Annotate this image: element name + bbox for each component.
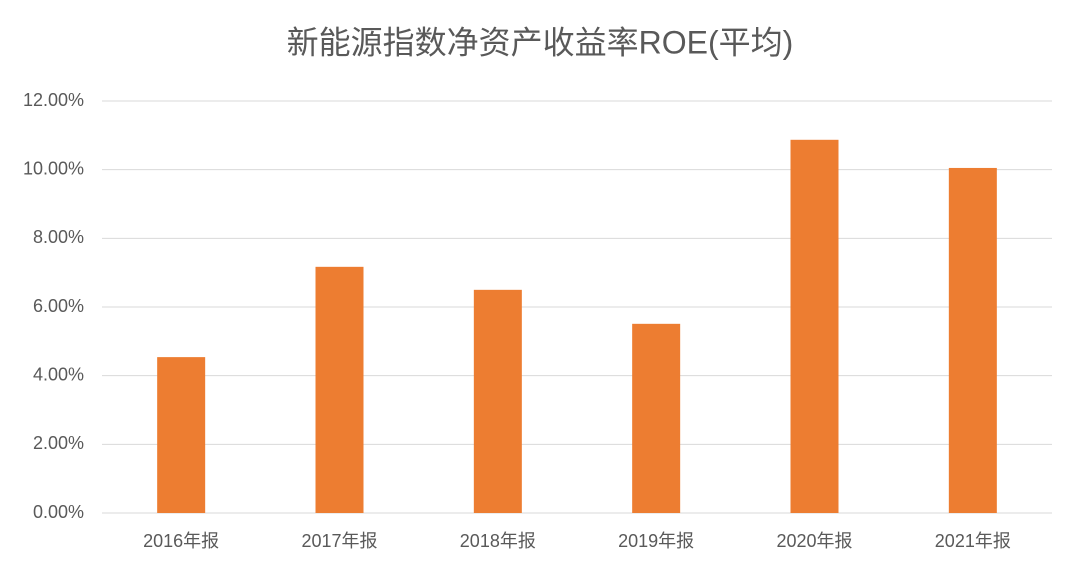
y-tick-label: 10.00% [23, 158, 84, 178]
y-tick-label: 0.00% [33, 502, 84, 522]
bar [315, 266, 364, 513]
bar [948, 167, 997, 513]
chart-title: 新能源指数净资产收益率ROE(平均) [287, 24, 794, 60]
x-tick-label: 2021年报 [935, 531, 1011, 551]
bar [473, 289, 522, 513]
x-tick-label: 2016年报 [143, 531, 219, 551]
x-tick-label: 2018年报 [460, 531, 536, 551]
y-tick-label: 6.00% [33, 296, 84, 316]
bar [790, 139, 839, 513]
x-tick-label: 2017年报 [301, 531, 377, 551]
y-tick-label: 12.00% [23, 90, 84, 110]
y-tick-label: 2.00% [33, 433, 84, 453]
bar [632, 323, 681, 513]
y-tick-label: 4.00% [33, 364, 84, 384]
bar [157, 357, 206, 513]
x-tick-label: 2019年报 [618, 531, 694, 551]
y-tick-label: 8.00% [33, 227, 84, 247]
x-tick-label: 2020年报 [776, 531, 852, 551]
